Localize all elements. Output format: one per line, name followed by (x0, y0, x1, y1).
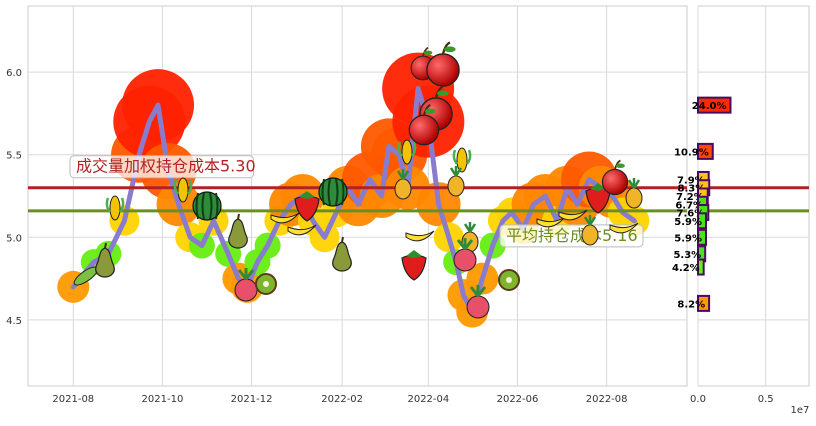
reference-lines: 成交量加权持仓成本5.30 平均持仓成本5.16 (28, 155, 687, 248)
avg-cost-label: 平均持仓成本5.16 (506, 226, 638, 245)
y-tick-label: 4.5 (6, 316, 22, 327)
pear-icon (332, 236, 352, 272)
radish-icon (466, 285, 490, 319)
x-tick-label: 2022-02 (321, 394, 363, 405)
side-x-tick-label: 0.0 (690, 394, 706, 405)
side-plot-frame (697, 5, 810, 387)
corn-icon (452, 147, 472, 173)
x-tick-label: 2021-08 (52, 394, 94, 405)
pear-icon (95, 242, 115, 278)
side-bar-label: 8.3% (678, 184, 706, 195)
side-bar (697, 212, 707, 230)
radish-icon (453, 238, 477, 272)
main-axis-ticks: 4.5 5.0 5.5 6.0 2021-08 2021-10 2021-12 2022-02… (6, 68, 627, 405)
strawberry-icon (401, 250, 427, 281)
pineapple-icon (625, 178, 643, 209)
banana-icon (558, 209, 588, 221)
side-bar-label: 5.9% (674, 217, 702, 228)
pineapple-icon (581, 215, 599, 246)
vw-cost-label: 成交量加权持仓成本5.30 (76, 157, 256, 176)
watermelon-icon (192, 191, 222, 221)
side-bar-label: 7.6% (677, 209, 705, 220)
side-bar-label: 10.9% (674, 147, 709, 158)
side-bar (697, 228, 707, 246)
side-bar-label: 7.2% (676, 192, 704, 203)
side-bar (697, 294, 711, 312)
side-bar-label: 4.2% (672, 263, 700, 274)
annotation-box (499, 224, 644, 248)
strawberry-icon (294, 191, 320, 222)
x-tick-label: 2022-04 (407, 394, 449, 405)
pear-icon (228, 213, 248, 249)
x-tick-label: 2021-12 (231, 394, 273, 405)
side-bar-label: 24.0% (692, 101, 727, 112)
side-bar-label: 6.7% (675, 200, 703, 211)
y-tick-label: 5.0 (6, 233, 22, 244)
side-bar (697, 258, 705, 276)
radish-icon (234, 268, 258, 302)
pineapple-icon (394, 169, 412, 200)
side-bars: 24.0%10.9%7.9%8.3%7.2%6.7%7.6%5.9%5.9%5.… (672, 96, 732, 312)
side-axis-ticks: 0.0 0.5 (690, 394, 774, 405)
side-bar-label: 5.3% (673, 250, 701, 261)
annotation-box (69, 155, 254, 179)
y-tick-label: 6.0 (6, 68, 22, 79)
pineapple-icon (447, 166, 465, 197)
corn-icon (397, 139, 417, 165)
kiwi-icon (498, 269, 520, 291)
side-bar-label: 8.2% (677, 299, 705, 310)
strawberry-icon (585, 183, 611, 214)
corn-icon (173, 177, 193, 203)
apple-icon (601, 159, 629, 196)
side-bar (697, 96, 732, 114)
y-tick-label: 5.5 (6, 151, 22, 162)
x-tick-label: 2021-10 (142, 394, 184, 405)
x-exponent-label: 1e7 (791, 405, 810, 416)
x-tick-label: 2022-06 (497, 394, 539, 405)
side-reference-lines (698, 186, 809, 213)
apple-icon (426, 41, 460, 87)
banana-icon (609, 222, 639, 234)
x-tick-label: 2022-08 (586, 394, 628, 405)
corn-icon (105, 195, 125, 221)
banana-icon (405, 230, 435, 242)
kiwi-icon (255, 273, 277, 295)
apple-icon (408, 103, 440, 146)
side-bar-label: 5.9% (674, 233, 702, 244)
fruit-markers (73, 41, 643, 319)
side-x-tick-label: 0.5 (758, 394, 774, 405)
side-bar-label: 7.9% (677, 175, 705, 186)
side-bar (697, 142, 714, 160)
watermelon-icon (318, 177, 348, 207)
banana-icon (287, 224, 317, 236)
